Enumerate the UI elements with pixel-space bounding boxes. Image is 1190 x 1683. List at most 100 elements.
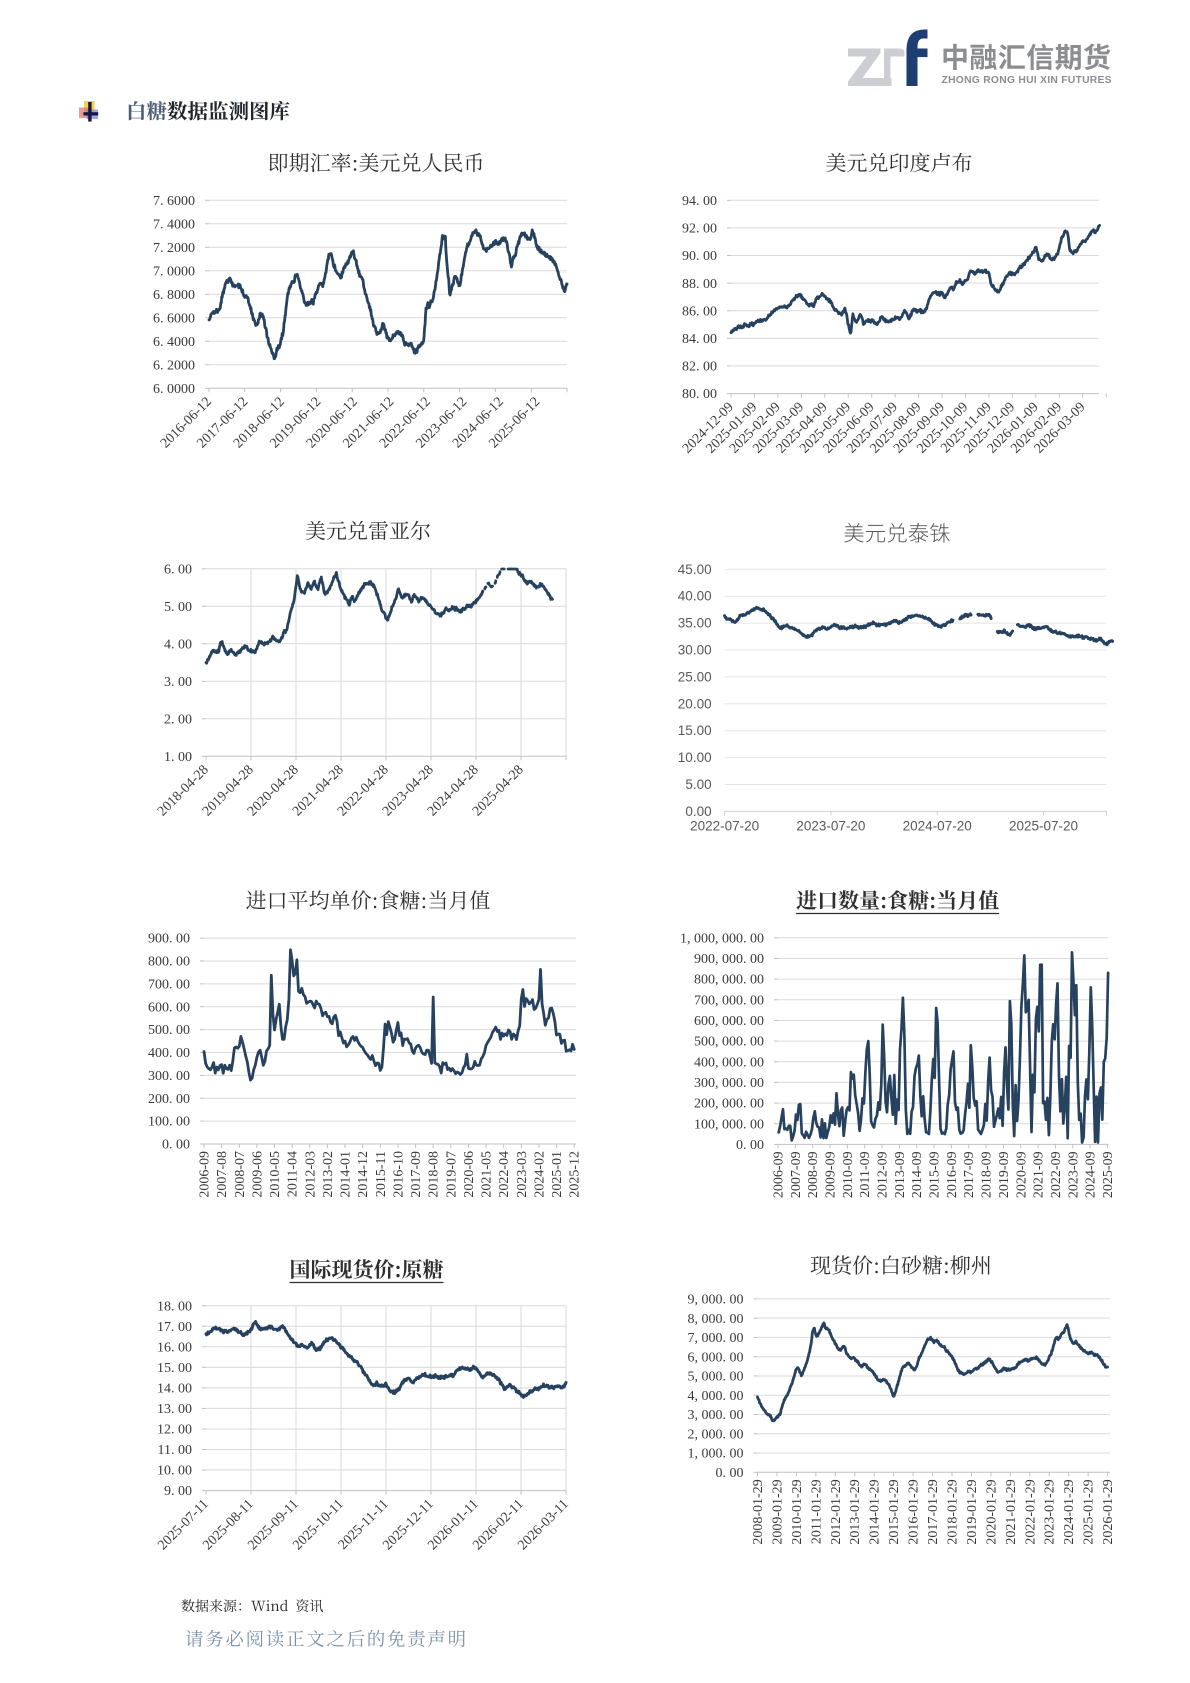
svg-text:2010-05: 2010-05 (268, 1151, 283, 1198)
svg-text:2013-01-29: 2013-01-29 (848, 1479, 863, 1544)
svg-text:0. 00: 0. 00 (736, 1138, 764, 1153)
svg-text:2006-09: 2006-09 (198, 1151, 213, 1198)
svg-text:2009-06: 2009-06 (250, 1151, 265, 1198)
svg-text:2015-09: 2015-09 (928, 1151, 943, 1198)
svg-text:2012-01-29: 2012-01-29 (829, 1479, 844, 1544)
svg-text:90. 00: 90. 00 (682, 249, 717, 264)
svg-text:16. 00: 16. 00 (157, 1340, 192, 1355)
svg-text:2017-09: 2017-09 (962, 1151, 977, 1198)
svg-text:84. 00: 84. 00 (682, 332, 717, 347)
svg-text:6. 0000: 6. 0000 (153, 382, 195, 397)
svg-text:2007-09: 2007-09 (789, 1151, 804, 1198)
svg-text:2018-01-29: 2018-01-29 (946, 1479, 961, 1544)
svg-text:2. 00: 2. 00 (164, 712, 192, 727)
svg-text:600, 000. 00: 600, 000. 00 (694, 1014, 764, 1029)
svg-text:300, 000. 00: 300, 000. 00 (694, 1076, 764, 1091)
svg-text:2016-01-29: 2016-01-29 (907, 1479, 922, 1544)
svg-text:2023-01-29: 2023-01-29 (1043, 1479, 1058, 1544)
svg-text:6. 2000: 6. 2000 (153, 358, 195, 373)
svg-text:2024-01-29: 2024-01-29 (1062, 1479, 1077, 1544)
svg-text:500. 00: 500. 00 (148, 1023, 190, 1038)
svg-text:2014-01: 2014-01 (339, 1151, 354, 1198)
svg-text:2012-09: 2012-09 (876, 1151, 891, 1198)
svg-text:4. 00: 4. 00 (164, 637, 192, 652)
svg-text:2025-09: 2025-09 (1101, 1151, 1116, 1198)
svg-text:2023-09: 2023-09 (1066, 1151, 1081, 1198)
svg-text:12. 00: 12. 00 (157, 1423, 192, 1438)
svg-text:2017-01-29: 2017-01-29 (926, 1479, 941, 1544)
svg-text:11. 00: 11. 00 (158, 1443, 192, 1458)
svg-text:2024-02: 2024-02 (532, 1151, 547, 1198)
svg-text:2020-01-29: 2020-01-29 (984, 1479, 999, 1544)
svg-text:2021-09: 2021-09 (1032, 1151, 1047, 1198)
svg-text:2014-09: 2014-09 (910, 1151, 925, 1198)
svg-text:5. 00: 5. 00 (164, 600, 192, 615)
svg-text:2009-09: 2009-09 (824, 1151, 839, 1198)
svg-text:900, 000. 00: 900, 000. 00 (694, 952, 764, 967)
svg-text:4, 000. 00: 4, 000. 00 (688, 1389, 744, 1404)
svg-text:2025-07-20: 2025-07-20 (1009, 818, 1078, 833)
svg-text:7. 0000: 7. 0000 (153, 264, 195, 279)
svg-text:88. 00: 88. 00 (682, 277, 717, 292)
svg-text:6. 00: 6. 00 (164, 562, 192, 577)
svg-text:2011-09: 2011-09 (858, 1151, 873, 1197)
svg-text:10.00: 10.00 (678, 750, 712, 765)
svg-text:6, 000. 00: 6, 000. 00 (688, 1350, 744, 1365)
svg-text:700, 000. 00: 700, 000. 00 (694, 993, 764, 1008)
svg-text:9. 00: 9. 00 (164, 1484, 192, 1499)
svg-text:10. 00: 10. 00 (157, 1464, 192, 1479)
svg-text:300. 00: 300. 00 (148, 1069, 190, 1084)
svg-text:200. 00: 200. 00 (148, 1092, 190, 1107)
svg-text:2011-04: 2011-04 (286, 1151, 301, 1197)
svg-text:2025-01: 2025-01 (550, 1151, 565, 1198)
svg-text:2014-12: 2014-12 (356, 1151, 371, 1198)
svg-text:2014-01-29: 2014-01-29 (868, 1479, 883, 1544)
svg-text:20.00: 20.00 (678, 696, 712, 711)
svg-text:2022-09: 2022-09 (1049, 1151, 1064, 1198)
svg-text:200, 000. 00: 200, 000. 00 (694, 1097, 764, 1112)
svg-text:2007-08: 2007-08 (215, 1151, 230, 1198)
svg-text:ZHONG RONG HUI XIN FUTURES: ZHONG RONG HUI XIN FUTURES (942, 75, 1112, 86)
svg-text:7, 000. 00: 7, 000. 00 (688, 1331, 744, 1346)
svg-text:2022-07-20: 2022-07-20 (690, 818, 759, 833)
svg-text:5.00: 5.00 (685, 777, 711, 792)
svg-text:2019-09: 2019-09 (997, 1151, 1012, 1198)
svg-text:2021-01-29: 2021-01-29 (1004, 1479, 1019, 1544)
svg-text:2013-09: 2013-09 (893, 1151, 908, 1198)
svg-text:2008-09: 2008-09 (806, 1151, 821, 1198)
svg-text:2008-07: 2008-07 (233, 1151, 248, 1198)
svg-text:2011-01-29: 2011-01-29 (809, 1479, 824, 1544)
svg-text:6. 8000: 6. 8000 (153, 288, 195, 303)
svg-text:2018-09: 2018-09 (980, 1151, 995, 1198)
svg-text:15. 00: 15. 00 (157, 1361, 192, 1376)
svg-text:13. 00: 13. 00 (157, 1402, 192, 1417)
svg-text:7. 4000: 7. 4000 (153, 217, 195, 232)
svg-text:3, 000. 00: 3, 000. 00 (688, 1408, 744, 1423)
svg-text:2025-12: 2025-12 (568, 1151, 583, 1198)
svg-text:800, 000. 00: 800, 000. 00 (694, 973, 764, 988)
svg-text:1. 00: 1. 00 (164, 750, 192, 765)
svg-text:2023-03: 2023-03 (515, 1151, 530, 1198)
svg-text:2012-03: 2012-03 (303, 1151, 318, 1198)
svg-text:2010-01-29: 2010-01-29 (790, 1479, 805, 1544)
svg-text:6. 4000: 6. 4000 (153, 335, 195, 350)
svg-text:92. 00: 92. 00 (682, 222, 717, 237)
svg-text:2019-01-29: 2019-01-29 (965, 1479, 980, 1544)
svg-text:8, 000. 00: 8, 000. 00 (688, 1312, 744, 1327)
svg-text:0. 00: 0. 00 (162, 1138, 190, 1153)
svg-text:0. 00: 0. 00 (716, 1466, 744, 1481)
svg-text:94. 00: 94. 00 (682, 194, 717, 209)
svg-text:100, 000. 00: 100, 000. 00 (694, 1117, 764, 1132)
svg-text:7. 6000: 7. 6000 (153, 194, 195, 209)
svg-text:2020-09: 2020-09 (1014, 1151, 1029, 1198)
svg-text:400, 000. 00: 400, 000. 00 (694, 1055, 764, 1070)
svg-text:14. 00: 14. 00 (157, 1382, 192, 1397)
svg-text:18. 00: 18. 00 (157, 1299, 192, 1314)
svg-text:30.00: 30.00 (678, 642, 712, 657)
svg-text:2024-09: 2024-09 (1084, 1151, 1099, 1198)
svg-text:25.00: 25.00 (678, 669, 712, 684)
svg-text:2006-09: 2006-09 (772, 1151, 787, 1198)
svg-text:2019-07: 2019-07 (444, 1151, 459, 1198)
svg-text:15.00: 15.00 (678, 723, 712, 738)
svg-text:900. 00: 900. 00 (148, 932, 190, 947)
